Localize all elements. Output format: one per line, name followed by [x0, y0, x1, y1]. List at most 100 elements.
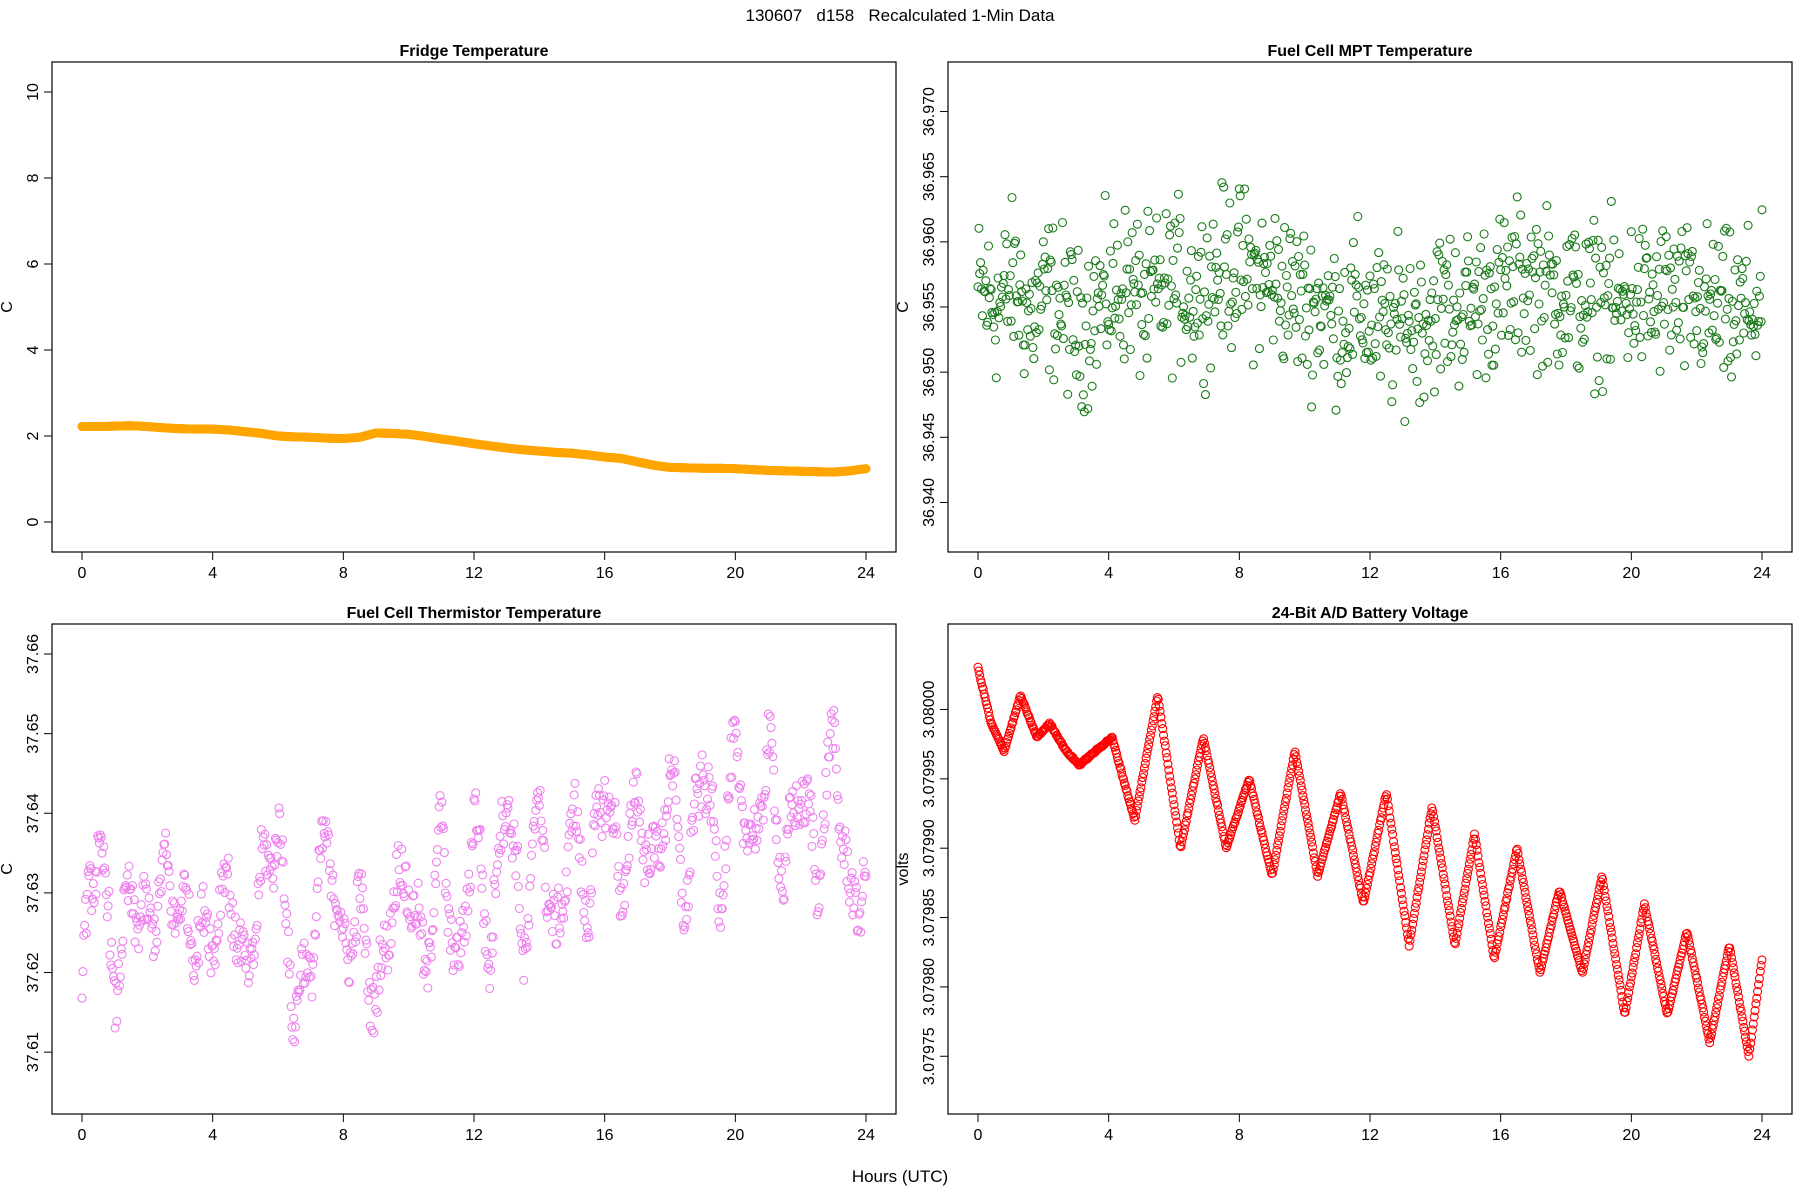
data-point — [1072, 287, 1082, 297]
data-point — [1273, 293, 1283, 303]
data-point — [1422, 356, 1433, 366]
data-point — [1279, 354, 1289, 364]
data-point — [1360, 892, 1370, 902]
data-point — [1739, 328, 1749, 338]
data-point — [720, 841, 730, 851]
data-point — [1476, 243, 1486, 253]
data-point — [1554, 360, 1564, 370]
data-point — [122, 870, 132, 880]
data-point — [1431, 350, 1441, 360]
data-point — [481, 915, 491, 926]
data-point — [1740, 298, 1750, 308]
data-point — [974, 666, 984, 676]
data-point — [758, 815, 768, 825]
data-point — [1437, 863, 1447, 873]
data-point — [1566, 302, 1576, 313]
data-point — [1334, 284, 1345, 294]
data-point — [477, 883, 487, 893]
x-tick-label: 8 — [339, 1127, 348, 1144]
data-point — [397, 844, 407, 854]
data-point — [526, 850, 537, 860]
data-point — [1740, 309, 1750, 319]
data-point — [1472, 845, 1482, 855]
data-point — [1384, 343, 1394, 353]
data-point — [1408, 919, 1418, 929]
data-point — [1010, 711, 1020, 721]
data-point — [1597, 242, 1607, 252]
data-point — [311, 912, 321, 922]
data-point — [458, 922, 469, 932]
data-point — [1728, 963, 1738, 973]
data-point — [668, 781, 678, 791]
data-point — [1203, 316, 1213, 326]
data-point — [645, 869, 655, 879]
data-point — [731, 728, 741, 738]
data-point — [808, 812, 818, 822]
data-point — [1699, 1007, 1709, 1017]
data-point — [251, 924, 261, 934]
data-point — [1605, 918, 1615, 928]
data-point — [1713, 298, 1723, 308]
data-point — [1456, 312, 1467, 322]
data-point — [1516, 210, 1526, 220]
data-point — [1344, 323, 1354, 333]
data-point — [1283, 783, 1293, 793]
data-point — [1411, 299, 1421, 309]
data-point — [114, 959, 124, 969]
data-point — [1340, 807, 1350, 818]
data-point — [223, 853, 233, 863]
data-point — [1253, 813, 1264, 823]
data-point — [497, 796, 507, 806]
data-point — [1331, 405, 1341, 415]
y-tick-label: 37.66 — [25, 634, 42, 674]
data-point — [348, 949, 358, 959]
data-point — [483, 963, 493, 973]
data-point — [1057, 321, 1067, 331]
data-point — [1512, 844, 1522, 854]
data-point — [229, 930, 239, 940]
data-point — [1301, 303, 1311, 313]
data-point — [1186, 790, 1196, 800]
data-point — [830, 743, 841, 754]
data-point — [1698, 1003, 1708, 1013]
data-point — [819, 824, 829, 834]
data-point — [1141, 753, 1151, 763]
data-point — [1117, 294, 1127, 304]
data-point — [1297, 785, 1307, 795]
data-point — [1320, 301, 1330, 311]
data-point — [1616, 315, 1626, 325]
data-point — [1602, 901, 1612, 912]
data-point — [350, 937, 361, 947]
data-point — [520, 944, 530, 954]
data-point — [1338, 316, 1348, 326]
data-point — [1138, 288, 1148, 298]
data-point — [1165, 230, 1175, 240]
data-point — [1573, 269, 1583, 279]
data-point — [655, 862, 665, 872]
data-point — [1073, 245, 1083, 255]
data-point — [1606, 927, 1616, 937]
data-point — [1209, 784, 1219, 794]
data-point — [1624, 988, 1634, 998]
data-point — [1394, 265, 1404, 275]
data-point — [1328, 334, 1338, 344]
data-point — [1496, 265, 1506, 275]
data-point — [1683, 931, 1693, 941]
data-point — [1712, 1003, 1722, 1013]
data-point — [1066, 250, 1076, 260]
data-point — [805, 806, 815, 817]
data-point — [1369, 847, 1379, 857]
data-point — [1673, 318, 1683, 328]
data-point — [340, 919, 350, 929]
data-point — [1443, 901, 1453, 911]
data-point — [1109, 219, 1119, 229]
data-point — [1582, 312, 1592, 322]
data-point — [1564, 239, 1575, 250]
data-point — [1605, 923, 1615, 933]
data-point — [856, 927, 866, 937]
data-point — [1361, 280, 1371, 290]
data-point — [276, 839, 286, 849]
data-point — [491, 889, 501, 899]
data-point — [1702, 219, 1712, 229]
data-point — [1292, 757, 1302, 767]
